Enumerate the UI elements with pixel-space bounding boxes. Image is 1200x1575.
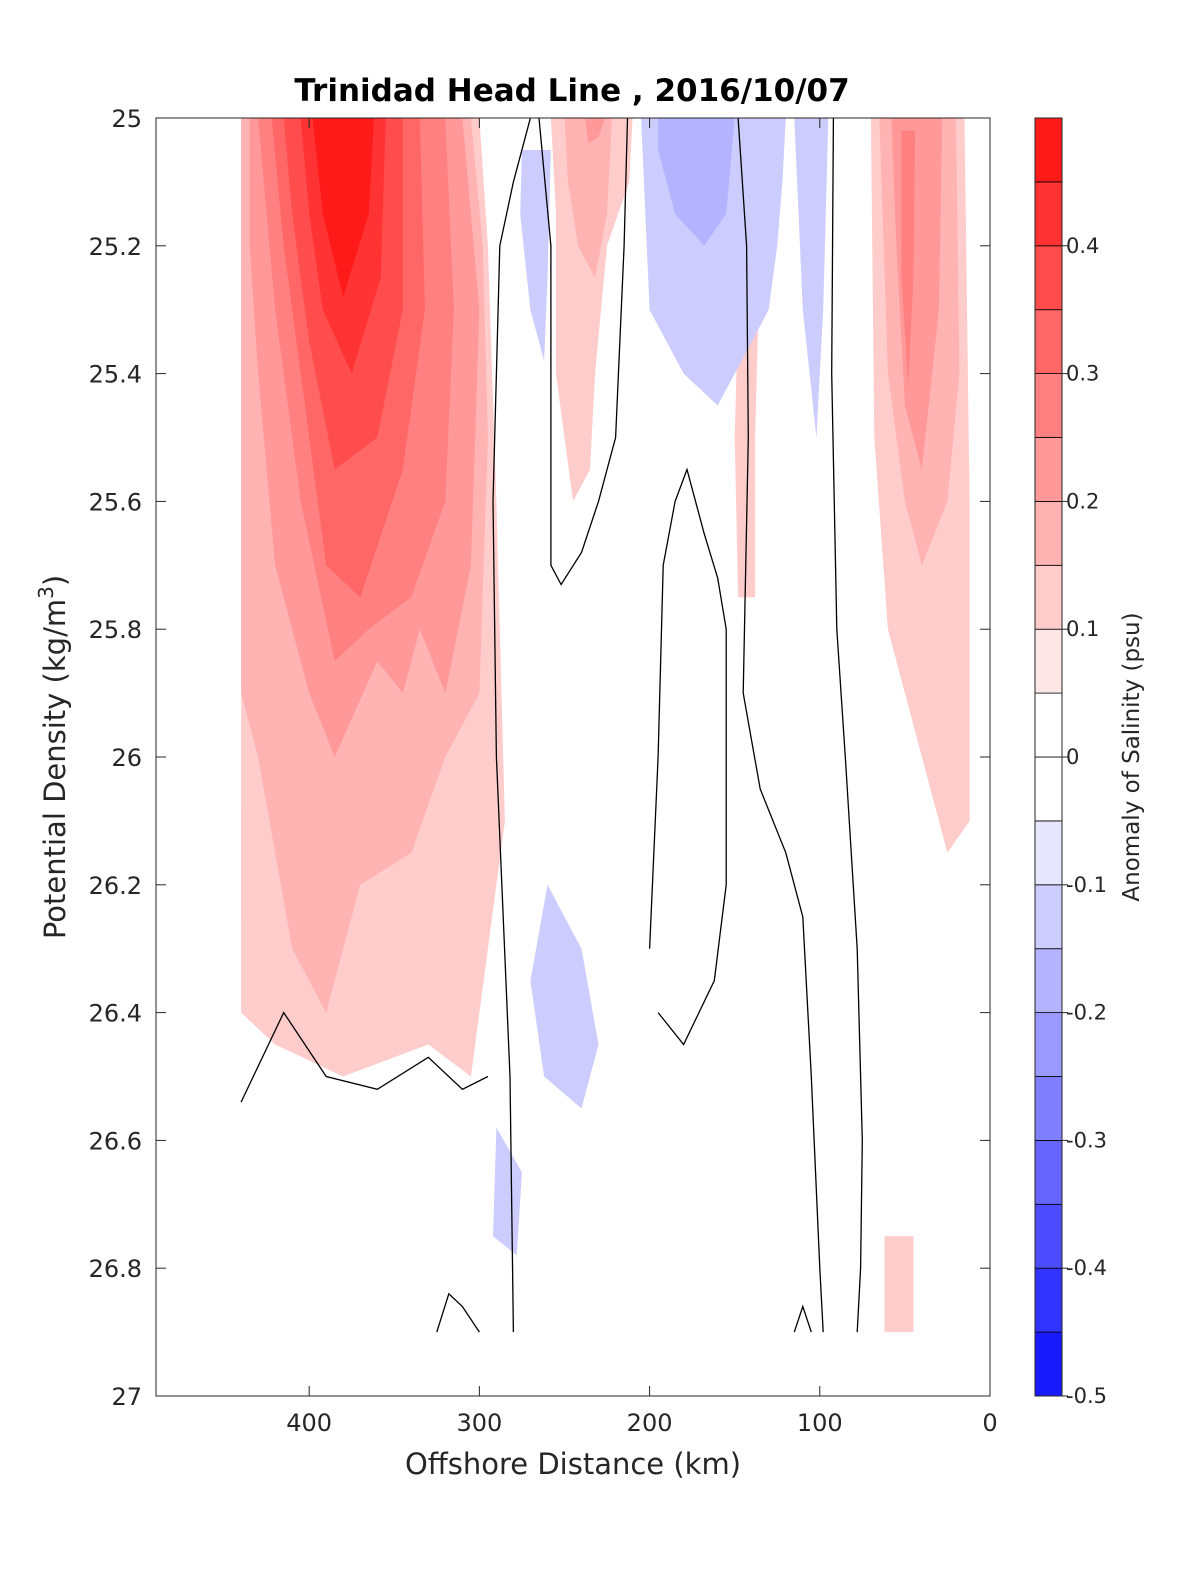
y-tick-label-5: 26 (111, 744, 142, 772)
colorbar-band-15 (1034, 373, 1063, 438)
x-tick-label-0: 400 (286, 1409, 332, 1437)
colorbar-band-0 (1034, 1331, 1063, 1397)
zero-contour-2 (737, 118, 824, 1333)
colorbar-tick-label-9: 0.4 (1066, 234, 1099, 258)
colorbar-band-4 (1034, 1076, 1063, 1141)
chart-title: Trinidad Head Line , 2016/10/07 (294, 73, 849, 109)
anomaly-region-18 (520, 150, 551, 361)
colorbar-band-6 (1034, 948, 1063, 1014)
colorbar-tick-label-8: 0.3 (1066, 362, 1099, 386)
colorbar-band-5 (1034, 1012, 1063, 1077)
colorbar-tick-label-7: 0.2 (1066, 489, 1099, 513)
colorbar-band-1 (1034, 1267, 1063, 1333)
colorbar-tick-label-0: -0.5 (1066, 1384, 1107, 1408)
y-axis-ticks: 25 25.2 25.4 25.6 25.8 26 26.2 26.4 26.6 26.8 27 (89, 105, 990, 1411)
colorbar-band-16 (1034, 309, 1063, 375)
y-tick-label-8: 26.6 (89, 1127, 142, 1155)
y-tick-label-0: 25 (111, 105, 142, 133)
colorbar-band-11 (1034, 628, 1063, 694)
zero-contour-lines (240, 118, 863, 1333)
anomaly-region-21 (794, 118, 829, 438)
y-tick-label-2: 25.4 (89, 361, 142, 389)
y-axis-label: Potential Density (kg/m3) (34, 575, 72, 939)
x-tick-label-3: 100 (797, 1409, 843, 1437)
x-tick-label-2: 200 (627, 1409, 673, 1437)
colorbar-band-19 (1034, 117, 1063, 183)
zero-contour-4 (648, 467, 727, 1046)
anomaly-region-8 (312, 118, 374, 297)
y-tick-label-9: 26.8 (89, 1255, 142, 1283)
anomaly-region-9 (550, 118, 633, 502)
colorbar-band-14 (1034, 437, 1063, 502)
anomaly-region-20 (658, 118, 735, 246)
colorbar-label: Anomaly of Salinity (psu) (1119, 612, 1145, 901)
colorbar-band-17 (1034, 245, 1063, 311)
anomaly-regions (241, 118, 970, 1333)
zero-contour-0 (492, 118, 532, 1333)
zero-contour-3 (831, 118, 863, 1333)
x-axis-ticks: 400 300 200 100 0 (286, 118, 998, 1437)
colorbar-band-13 (1034, 500, 1063, 566)
y-tick-label-7: 26.4 (89, 1000, 142, 1028)
y-tick-label-1: 25.2 (89, 233, 142, 261)
colorbar-band-9 (1034, 756, 1063, 822)
colorbar-tick-label-5: 0 (1066, 745, 1079, 769)
colorbar-band-7 (1034, 884, 1063, 950)
anomaly-region-23 (493, 1127, 522, 1256)
zero-contour-6 (436, 1292, 480, 1333)
y-tick-label-4: 25.8 (89, 616, 142, 644)
anomaly-region-22 (530, 884, 599, 1109)
x-tick-label-1: 300 (456, 1409, 502, 1437)
colorbar-tick-label-6: 0.1 (1066, 617, 1099, 641)
x-axis-label: Offshore Distance (km) (405, 1447, 741, 1481)
zero-contour-7 (793, 1304, 812, 1333)
x-tick-label-4: 0 (982, 1409, 997, 1437)
anomaly-region-16 (901, 130, 916, 387)
zero-contour-1 (538, 118, 629, 586)
colorbar-band-8 (1034, 820, 1063, 886)
y-tick-label-3: 25.6 (89, 488, 142, 516)
colorbar-tick-label-4: -0.1 (1066, 873, 1107, 897)
colorbar-tick-label-3: -0.2 (1066, 1001, 1107, 1025)
colorbar-ticks: -0.5 -0.4 -0.3 -0.2 -0.1 0 0.1 0.2 0.3 0.4 (1062, 234, 1107, 1408)
anomaly-region-1 (241, 808, 262, 917)
colorbar-band-12 (1034, 564, 1063, 630)
colorbar-tick-label-2: -0.3 (1066, 1128, 1107, 1152)
y-tick-label-6: 26.2 (89, 872, 142, 900)
colorbar-band-18 (1034, 181, 1063, 247)
colorbar-tick-label-1: -0.4 (1066, 1256, 1107, 1280)
y-tick-label-10: 27 (111, 1383, 142, 1411)
zero-contour-5 (240, 1011, 489, 1103)
colorbar-band-2 (1034, 1203, 1063, 1269)
colorbar (1034, 117, 1063, 1397)
colorbar-band-10 (1034, 692, 1063, 758)
anomaly-region-10 (564, 118, 613, 278)
colorbar-band-3 (1034, 1140, 1063, 1205)
anomaly-region-11 (584, 118, 606, 144)
anomaly-region-17 (884, 1236, 914, 1333)
